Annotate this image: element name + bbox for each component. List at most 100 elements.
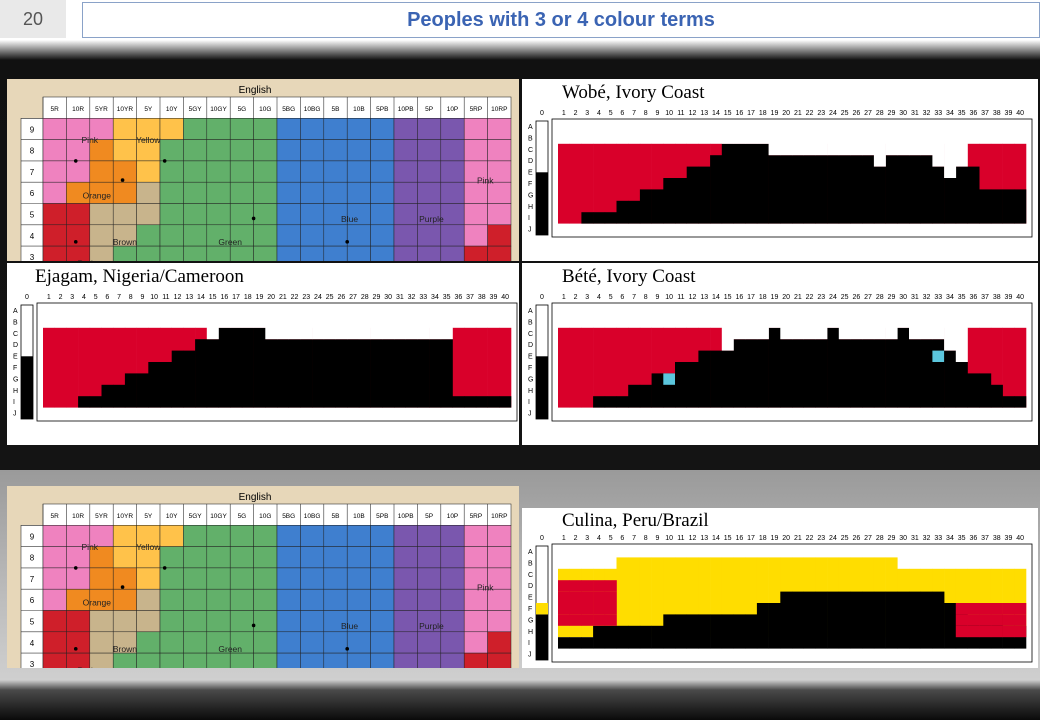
wcs-row-label: J [528,652,532,659]
munsell-cell [323,588,348,611]
munsell-cell [253,525,278,547]
munsell-cell [66,160,91,183]
hue-label: 10B [353,106,365,113]
hue-label: 5B [332,513,340,520]
munsell-cell [89,652,114,668]
wcs-col-label: 20 [782,535,790,542]
wcs-col-label: 18 [759,535,767,542]
munsell-cell [159,139,184,162]
hue-label: 10PB [398,513,414,520]
wcs-col-label: 5 [609,535,613,542]
wcs-col-label: 2 [59,294,63,301]
wcs-col-label: 0 [540,294,544,301]
wcs-col-label: 34 [431,294,439,301]
wcs-col-label: 10 [665,110,673,117]
focus-dot [162,159,167,163]
wcs-col-label: 33 [934,535,942,542]
munsell-cell [440,118,465,140]
wcs-col-label: 38 [993,535,1001,542]
wcs-col-label: 25 [841,294,849,301]
wcs-col-label: 12 [689,535,697,542]
munsell-cell [370,160,395,183]
wcs-col-label: 36 [969,294,977,301]
munsell-cell [370,546,395,569]
munsell-title: English [239,85,272,96]
wcs-col-label: 20 [267,294,275,301]
hue-label: 10B [353,513,365,520]
munsell-cell [370,139,395,162]
wcs-col-label: 37 [981,294,989,301]
wcs-col-label: 8 [129,294,133,301]
munsell-cell [276,118,301,140]
wcs-col-label: 22 [291,294,299,301]
munsell-cell [136,652,161,668]
munsell-cell [89,567,114,590]
munsell-cell [183,160,208,183]
munsell-cell [300,139,325,162]
munsell-cell [393,224,418,247]
wcs-col-label: 6 [620,294,624,301]
munsell-cell [346,118,371,140]
hue-label: 10R [72,106,84,113]
munsell-cell [42,139,67,162]
wcs-col-label: 29 [888,294,896,301]
munsell-cell [417,181,442,204]
munsell-cell [253,139,278,162]
hue-label: 5YR [95,513,108,520]
wcs-col-label: 29 [888,110,896,117]
value-label: 3 [30,660,35,668]
munsell-cell [42,181,67,204]
hue-label: 10YR [117,106,134,113]
munsell-cell [42,118,67,140]
wcs-col-label: 20 [782,294,790,301]
munsell-cell [463,224,488,247]
munsell-cell [253,160,278,183]
wcs-col-label: 28 [876,535,884,542]
munsell-cell [276,181,301,204]
hue-label: 10R [72,513,84,520]
munsell-cell [417,160,442,183]
wcs-col-label: 30 [384,294,392,301]
munsell-cell [440,224,465,247]
wcs-col-label: 14 [712,294,720,301]
munsell-cell [370,610,395,633]
hue-label: 5RP [470,106,483,113]
munsell-cell [159,525,184,547]
wcs-chart-culina: Culina, Peru/Brazil 0 1 2 3 4 5 6 7 8 9 10 11 12 13 14… [522,508,1038,668]
hue-label: 10YR [117,513,134,520]
wcs-col-label: 37 [981,535,989,542]
value-label: 4 [30,232,35,241]
wcs-col-label: 2 [574,535,578,542]
hue-label: 5GY [189,106,203,113]
munsell-cell [300,631,325,654]
wcs-col-label: 5 [609,110,613,117]
munsell-cell [417,525,442,547]
hue-label: 5BG [282,513,295,520]
wcs-col-label: 26 [852,535,860,542]
munsell-cell [42,610,67,633]
munsell-cell [487,224,512,247]
term-label-brown: Brown [113,644,137,654]
wcs-col-label: 6 [105,294,109,301]
wcs-row-label: J [528,411,532,418]
munsell-cell [393,652,418,668]
munsell-title: English [239,492,272,503]
munsell-cell [253,224,278,247]
wcs-row-label: D [528,342,533,349]
munsell-cell [112,525,137,547]
wcs-col-label: 15 [209,294,217,301]
term-label-green: Green [218,644,242,654]
munsell-cell [112,588,137,611]
wcs-col-label: 24 [829,110,837,117]
munsell-cell [276,525,301,547]
wcs-col-label: 20 [782,110,790,117]
munsell-cell [159,203,184,226]
wcs-row-label: G [13,376,18,383]
term-label-blue: Blue [341,621,358,631]
wcs-col-label: 38 [478,294,486,301]
wcs-col-label: 31 [911,110,919,117]
munsell-cell [323,525,348,547]
munsell-cell [300,525,325,547]
munsell-cell [463,546,488,569]
munsell-cell [370,245,395,261]
